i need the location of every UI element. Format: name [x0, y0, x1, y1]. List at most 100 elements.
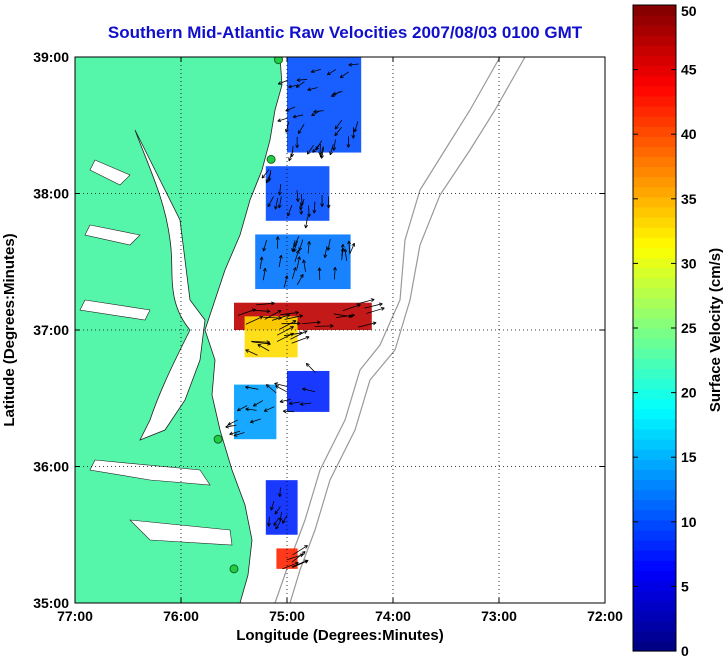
arrow-shaft	[315, 326, 334, 327]
y-tick-label: 38:00	[33, 186, 69, 202]
colorbar-segment	[633, 15, 676, 26]
colorbar-segment	[633, 449, 676, 460]
plot-area	[75, 56, 605, 603]
colorbar-segment	[633, 560, 676, 571]
colorbar-segment	[633, 267, 676, 278]
colorbar-segment	[633, 308, 676, 319]
x-axis-label: Longitude (Degrees:Minutes)	[236, 627, 444, 644]
colorbar-segment	[633, 146, 676, 157]
colorbar-segment	[633, 237, 676, 248]
colorbar: 0 5 10 15 20 25 30 35 40 45 50	[633, 3, 697, 659]
colorbar-segment	[633, 368, 676, 379]
colorbar-segment	[633, 601, 676, 612]
x-tick-label: 73:00	[481, 608, 517, 624]
colorbar-segment	[633, 641, 676, 652]
x-tick-label: 75:00	[269, 608, 305, 624]
colorbar-segment	[633, 469, 676, 480]
colorbar-segment	[633, 520, 676, 531]
velocity-patch	[287, 371, 329, 412]
colorbar-tick-label: 15	[681, 449, 697, 465]
colorbar-segment	[633, 419, 676, 430]
colorbar-tick-label: 10	[681, 514, 697, 530]
x-tick-label: 74:00	[375, 608, 411, 624]
chart-title: Southern Mid-Atlantic Raw Velocities 200…	[108, 23, 583, 42]
colorbar-segment	[633, 550, 676, 561]
colorbar-segment	[633, 197, 676, 208]
colorbar-segment	[633, 55, 676, 66]
colorbar-segment	[633, 257, 676, 268]
colorbar-tick-label: 35	[681, 191, 697, 207]
colorbar-segment	[633, 106, 676, 117]
y-axis-label: Latitude (Degrees:Minutes)	[1, 233, 18, 426]
colorbar-segment	[633, 126, 676, 137]
colorbar-segment	[633, 187, 676, 198]
colorbar-label: Surface Velocity (cm/s)	[707, 248, 724, 412]
colorbar-segment	[633, 156, 676, 167]
colorbar-segment	[633, 66, 676, 77]
colorbar-segment	[633, 500, 676, 511]
colorbar-segment	[633, 288, 676, 299]
colorbar-segment	[633, 278, 676, 289]
colorbar-tick-label: 50	[681, 3, 697, 19]
velocity-patch	[245, 316, 298, 357]
x-tick-label: 72:00	[587, 608, 623, 624]
colorbar-tick-label: 0	[681, 643, 689, 659]
colorbar-segment	[633, 621, 676, 632]
colorbar-segment	[633, 116, 676, 127]
colorbar-segment	[633, 5, 676, 16]
colorbar-segment	[633, 207, 676, 218]
colorbar-segment	[633, 490, 676, 501]
colorbar-tick-label: 5	[681, 578, 689, 594]
colorbar-segment	[633, 510, 676, 521]
colorbar-segment	[633, 399, 676, 410]
colorbar-segment	[633, 338, 676, 349]
colorbar-segment	[633, 35, 676, 46]
colorbar-segment	[633, 459, 676, 470]
colorbar-segment	[633, 358, 676, 369]
colorbar-segment	[633, 580, 676, 591]
y-tick-label: 37:00	[33, 322, 69, 338]
y-tick-label: 35:00	[33, 595, 69, 611]
colorbar-segment	[633, 217, 676, 228]
velocity-patch	[287, 57, 361, 153]
radar-station-marker	[214, 435, 222, 443]
colorbar-tick-label: 45	[681, 62, 697, 78]
radar-station-marker	[267, 155, 275, 163]
colorbar-tick-label: 40	[681, 126, 697, 142]
colorbar-segment	[633, 136, 676, 147]
colorbar-segment	[633, 177, 676, 188]
velocity-patch	[234, 385, 276, 440]
colorbar-segment	[633, 378, 676, 389]
colorbar-segment	[633, 590, 676, 601]
colorbar-segment	[633, 439, 676, 450]
colorbar-segment	[633, 570, 676, 581]
colorbar-tick-label: 30	[681, 255, 697, 271]
x-tick-label: 76:00	[163, 608, 199, 624]
colorbar-segment	[633, 86, 676, 97]
colorbar-segment	[633, 389, 676, 400]
colorbar-segment	[633, 328, 676, 339]
y-tick-label: 39:00	[33, 49, 69, 65]
colorbar-segment	[633, 45, 676, 56]
colorbar-segment	[633, 409, 676, 420]
colorbar-segment	[633, 530, 676, 541]
colorbar-tick-label: 25	[681, 320, 697, 336]
colorbar-tick-label: 20	[681, 385, 697, 401]
colorbar-segment	[633, 631, 676, 642]
colorbar-segment	[633, 25, 676, 36]
colorbar-segment	[633, 76, 676, 87]
colorbar-segment	[633, 247, 676, 258]
y-tick-label: 36:00	[33, 459, 69, 475]
radar-station-marker	[230, 565, 238, 573]
colorbar-segment	[633, 540, 676, 551]
colorbar-segment	[633, 479, 676, 490]
colorbar-segment	[633, 167, 676, 178]
colorbar-segment	[633, 318, 676, 329]
colorbar-segment	[633, 298, 676, 309]
colorbar-segment	[633, 348, 676, 359]
colorbar-segment	[633, 96, 676, 107]
colorbar-segment	[633, 429, 676, 440]
colorbar-segment	[633, 227, 676, 238]
